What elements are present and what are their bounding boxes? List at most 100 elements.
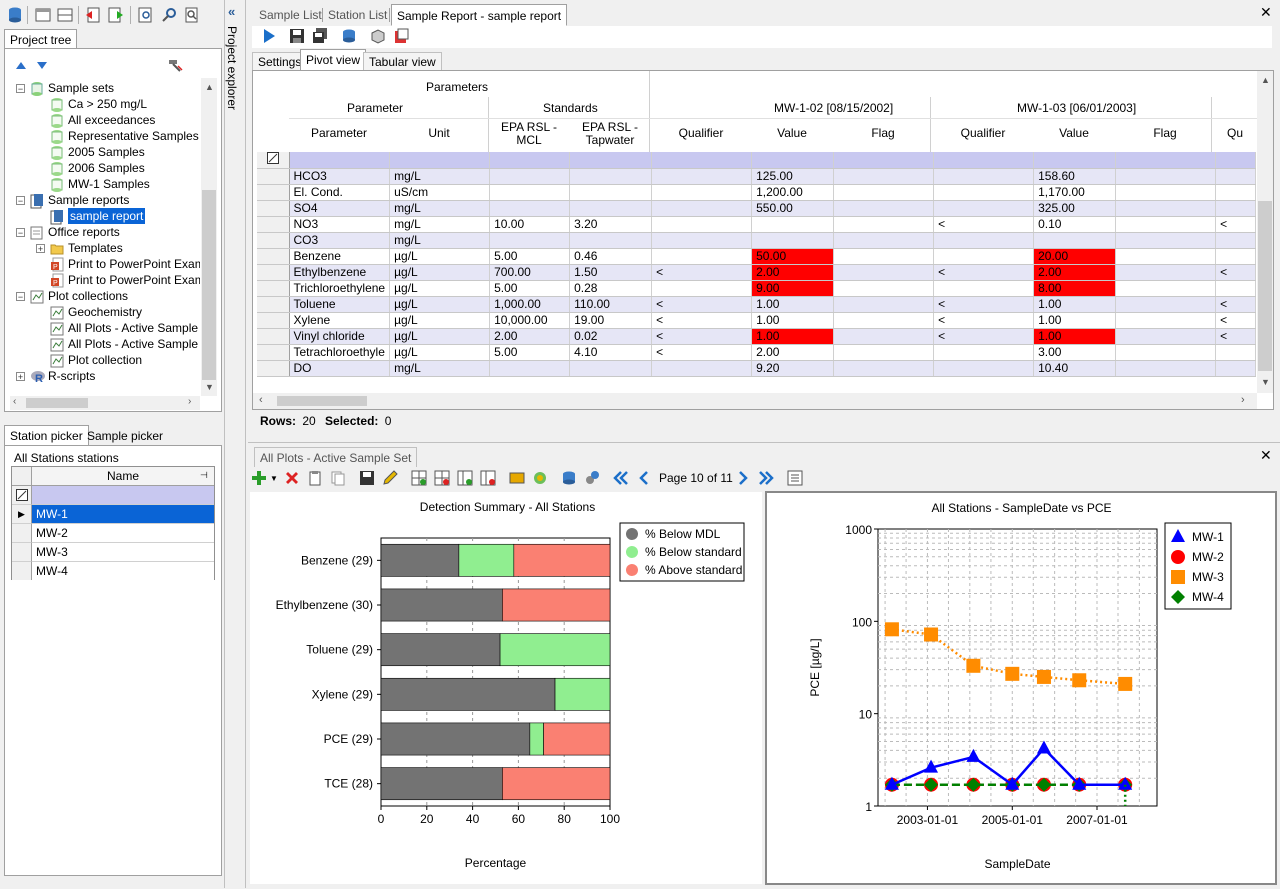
table-cell[interactable]: 550.00 [751,200,835,217]
tools-icon[interactable] [160,6,178,24]
table-cell[interactable]: 158.60 [1033,168,1117,185]
tree-item[interactable]: Geochemistry [50,304,142,320]
tree-item[interactable]: All Plots - Active Sample [50,336,198,352]
tab-sample-list[interactable]: Sample List [259,8,322,22]
table-cell[interactable]: Xylene [289,312,391,329]
filter-cell[interactable] [389,152,491,169]
table-cell[interactable]: Toluene [289,296,391,313]
table-cell[interactable]: uS/cm [389,184,491,201]
table-cell[interactable]: HCO3 [289,168,391,185]
tree-item[interactable]: Sample sets [30,80,114,96]
name-column-header[interactable]: Name [32,467,214,486]
hammer-icon[interactable] [166,56,184,74]
table-cell[interactable]: 1,170.00 [1033,184,1117,201]
table-cell[interactable] [1115,360,1217,377]
table-cell[interactable]: 2.00 [1033,264,1117,281]
database-icon[interactable] [340,27,358,45]
row-header[interactable] [257,184,290,201]
row-header[interactable] [257,216,290,233]
table-cell[interactable]: 10,000.00 [489,312,571,329]
first-page-icon[interactable] [612,469,630,487]
filter-row-icon[interactable] [257,152,290,169]
table-cell[interactable]: 700.00 [489,264,571,281]
table-cell[interactable] [1115,296,1217,313]
table-cell[interactable] [933,360,1035,377]
tree-vertical-scrollbar[interactable]: ▲ ▼ [201,78,217,396]
table-row[interactable]: DO mg/L 9.20 10.40 [257,360,1257,377]
pce-scatter-chart[interactable]: All Stations - SampleDate vs PCE 1 10 100 10… [765,491,1277,885]
table-cell[interactable]: 1.00 [751,296,835,313]
table-row[interactable]: SO4 mg/L 550.00 325.00 [257,200,1257,217]
column-header[interactable]: Qualifier [960,126,1006,140]
table-cell[interactable]: Vinyl chloride [289,328,391,345]
tree-item[interactable]: R R-scripts [30,368,95,385]
table-cell[interactable] [1215,200,1257,217]
tree-expander[interactable]: − [16,292,25,302]
collapse-icon[interactable]: « [228,4,236,19]
table-cell[interactable] [1215,248,1257,265]
export-icon[interactable] [107,6,125,24]
table-cell[interactable] [833,264,935,281]
table-cell[interactable]: mg/L [389,168,491,185]
table-cell[interactable]: 20.00 [1033,248,1117,265]
image-icon[interactable] [531,469,549,487]
row-header[interactable] [12,542,32,561]
split-window-icon[interactable] [56,6,74,24]
table-cell[interactable]: 19.00 [569,312,653,329]
table-cell[interactable] [833,360,935,377]
tree-item[interactable]: Templates [50,240,123,256]
table-cell[interactable] [1215,168,1257,185]
database-icon[interactable] [6,6,24,24]
table-cell[interactable] [651,280,753,297]
remove-column-icon[interactable] [479,469,497,487]
table-cell[interactable] [651,216,753,233]
run-icon[interactable] [260,27,278,45]
tab-tabular-view[interactable]: Tabular view [363,52,442,70]
table-row[interactable]: Ethylbenzene µg/L 700.00 1.50 <2.00 <2.00 < [257,264,1257,281]
search-icon[interactable] [183,6,201,24]
table-cell[interactable]: mg/L [389,216,491,233]
table-cell[interactable] [1115,312,1217,329]
tree-expander[interactable]: − [16,228,25,238]
table-cell[interactable]: 1.00 [1033,296,1117,313]
grid-view-icon[interactable] [786,469,804,487]
table-row[interactable]: CO3 mg/L [257,232,1257,249]
table-cell[interactable] [833,328,935,345]
tree-item[interactable]: 2006 Samples [50,160,145,176]
filter-cell[interactable] [1215,152,1257,169]
table-cell[interactable]: < [933,328,1035,345]
dropdown-arrow-icon[interactable]: ▼ [270,474,278,483]
table-cell[interactable]: Benzene [289,248,391,265]
table-cell[interactable]: < [1215,328,1257,345]
table-cell[interactable]: mg/L [389,360,491,377]
tab-station-list[interactable]: Station List [328,8,388,22]
table-cell[interactable]: < [1215,264,1257,281]
tree-expander[interactable]: + [16,372,25,382]
tree-item[interactable]: MW-1 Samples [50,176,150,192]
close-icon[interactable]: ✕ [1260,4,1272,20]
table-cell[interactable]: DO [289,360,391,377]
filter-cell[interactable] [933,152,1035,169]
table-cell[interactable]: 0.46 [569,248,653,265]
cube-icon[interactable] [369,27,387,45]
row-header[interactable] [257,280,290,297]
table-cell[interactable]: < [651,344,753,361]
save-icon[interactable] [288,27,306,45]
row-header[interactable] [257,232,290,249]
tree-item[interactable]: Plot collections [30,288,128,304]
table-cell[interactable] [1115,200,1217,217]
table-cell[interactable] [833,216,935,233]
table-cell[interactable]: 10.00 [489,216,571,233]
tree-item[interactable]: P Print to PowerPoint Exam [50,272,200,288]
table-cell[interactable]: 3.20 [569,216,653,233]
database-icon[interactable] [560,469,578,487]
table-cell[interactable]: Tetrachloroethyle [289,344,391,361]
row-header[interactable] [257,296,290,313]
table-cell[interactable]: mg/L [389,200,491,217]
pin-icon[interactable]: ⊣ [200,470,208,480]
table-cell[interactable] [833,296,935,313]
edit-icon[interactable] [381,469,399,487]
table-cell[interactable]: µg/L [389,280,491,297]
table-cell[interactable] [651,168,753,185]
table-cell[interactable]: 110.00 [569,296,653,313]
